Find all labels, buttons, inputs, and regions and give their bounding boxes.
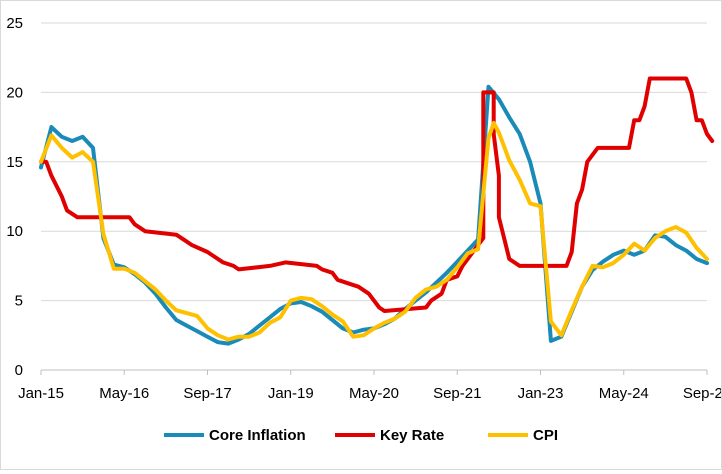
series-line-key-rate [39,76,715,313]
y-tick-label: 15 [6,154,23,171]
x-tick-label: Jan-15 [18,385,64,402]
x-axis-ticks: Jan-15 May-16 Sep-17 Jan-19 May-20 Sep-21 Jan-… [18,370,722,402]
y-tick-label: 25 [6,15,23,32]
y-tick-label: 5 [15,293,23,310]
x-tick-label: Jan-23 [518,385,564,402]
y-tick-label: 0 [15,362,23,379]
x-tick-label: Jan-19 [268,385,314,402]
x-tick-label: Sep-21 [433,385,481,402]
series-lines [39,76,715,346]
series-line-core-inflation [39,84,709,346]
legend-label: Core Inflation [209,427,306,444]
y-tick-label: 10 [6,223,23,240]
legend: Core Inflation Key Rate CPI [164,427,558,444]
x-tick-label: May-20 [349,385,399,402]
y-tick-label: 20 [6,84,23,101]
y-axis-ticks: 0 5 10 15 20 25 [6,15,23,379]
legend-label: CPI [533,427,558,444]
legend-label: Key Rate [380,427,444,444]
x-tick-label: Sep-17 [183,385,231,402]
x-tick-label: May-24 [599,385,649,402]
x-tick-label: Sep-25 [683,385,721,402]
x-tick-label: May-16 [99,385,149,402]
series-line-cpi [39,120,709,342]
